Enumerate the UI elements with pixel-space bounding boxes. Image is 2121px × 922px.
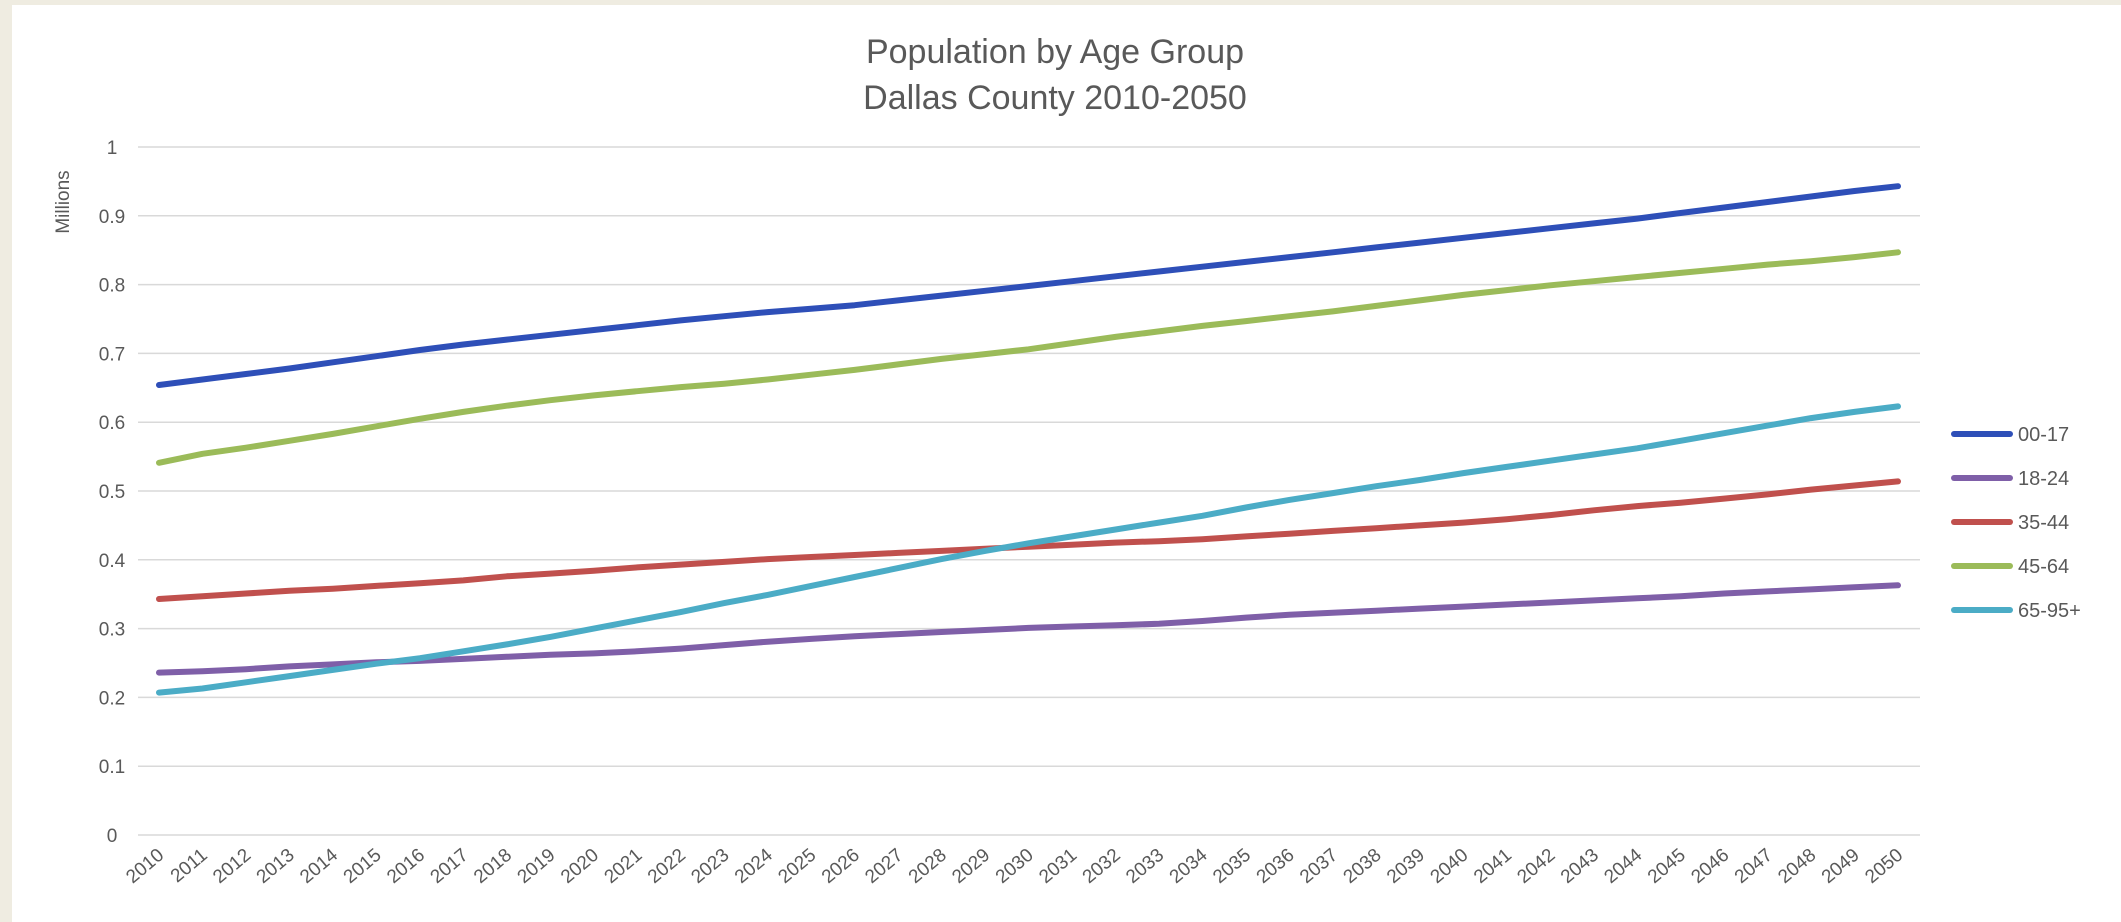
chart-title: Population by Age Group <box>866 33 1244 71</box>
x-tick-label: 2025 <box>774 845 820 888</box>
y-tick-label: 0.6 <box>99 413 125 434</box>
x-tick-label: 2011 <box>167 845 212 887</box>
x-tick-label: 2012 <box>209 845 255 888</box>
x-tick-label: 2032 <box>1079 845 1125 888</box>
chart-card: Population by Age Group Dallas County 20… <box>12 5 2121 922</box>
x-tick-label: 2045 <box>1644 845 1690 888</box>
x-tick-label: 2019 <box>514 845 560 888</box>
x-tick-label: 2017 <box>427 845 473 888</box>
legend-label: 65-95+ <box>2018 600 2081 622</box>
y-tick-label: 0.2 <box>99 688 125 709</box>
x-tick-label: 2033 <box>1122 845 1168 888</box>
series-line-18-24 <box>156 582 1901 676</box>
x-tick-label: 2022 <box>644 845 690 888</box>
x-tick-label: 2043 <box>1557 845 1603 888</box>
x-tick-label: 2013 <box>253 845 299 888</box>
chart-subtitle: Dallas County 2010-2050 <box>863 79 1247 117</box>
x-tick-label: 2047 <box>1731 845 1777 888</box>
x-tick-label: 2040 <box>1427 845 1473 888</box>
legend-item: 35-44 <box>1951 512 2069 534</box>
x-tick-label: 2039 <box>1383 845 1429 888</box>
x-tick-label: 2046 <box>1687 845 1733 888</box>
x-axis-ticks: 2010201120122013201420152016201720182019… <box>122 844 1907 888</box>
x-tick-label: 2015 <box>340 845 386 888</box>
y-tick-label: 0.1 <box>99 757 125 778</box>
x-tick-label: 2050 <box>1861 845 1907 888</box>
x-tick-label: 2044 <box>1600 844 1646 888</box>
x-tick-label: 2020 <box>557 845 603 888</box>
y-tick-label: 0.3 <box>99 620 125 641</box>
y-tick-label: 0.9 <box>99 207 125 228</box>
x-tick-label: 2031 <box>1035 845 1081 888</box>
x-tick-label: 2028 <box>905 845 951 888</box>
x-tick-label: 2035 <box>1209 845 1255 888</box>
y-tick-label: 1 <box>107 138 118 159</box>
x-tick-label: 2010 <box>122 845 168 888</box>
series-line-35-44 <box>156 478 1901 602</box>
x-tick-label: 2034 <box>1166 844 1212 888</box>
series-line-00-17 <box>156 183 1901 388</box>
legend-label: 45-64 <box>2018 556 2069 578</box>
x-tick-label: 2041 <box>1470 845 1516 888</box>
x-tick-label: 2029 <box>948 845 994 888</box>
legend-label: 18-24 <box>2018 468 2069 490</box>
x-tick-label: 2027 <box>861 845 907 888</box>
x-tick-label: 2042 <box>1514 845 1560 888</box>
x-tick-label: 2024 <box>731 844 777 888</box>
y-axis-label: Millions <box>53 170 74 233</box>
legend-item: 18-24 <box>1951 468 2069 490</box>
y-axis-ticks: 0 0.1 0.2 0.3 0.4 0.5 0.6 0.7 0.8 0.9 1 <box>99 138 126 847</box>
series-line-65-95+ <box>156 403 1901 696</box>
x-tick-label: 2037 <box>1296 845 1342 888</box>
x-tick-label: 2014 <box>296 844 342 888</box>
x-tick-label: 2030 <box>992 845 1038 888</box>
x-tick-label: 2021 <box>601 845 647 888</box>
y-tick-label: 0 <box>107 826 118 847</box>
legend-item: 00-17 <box>1951 424 2069 446</box>
series-lines <box>156 183 1901 696</box>
legend-label: 35-44 <box>2018 512 2069 534</box>
y-tick-label: 0.7 <box>99 344 125 365</box>
x-tick-label: 2016 <box>383 845 429 888</box>
x-tick-label: 2023 <box>688 845 734 888</box>
x-tick-label: 2049 <box>1818 845 1864 888</box>
series-line-45-64 <box>156 249 1901 466</box>
x-tick-label: 2026 <box>818 845 864 888</box>
x-tick-label: 2036 <box>1253 845 1299 888</box>
y-tick-label: 0.5 <box>99 482 125 503</box>
x-tick-label: 2018 <box>470 845 516 888</box>
legend-item: 65-95+ <box>1951 600 2081 622</box>
y-tick-label: 0.8 <box>99 276 125 297</box>
legend-item: 45-64 <box>1951 556 2069 578</box>
x-tick-label: 2038 <box>1340 845 1386 888</box>
line-chart: Population by Age Group Dallas County 20… <box>53 33 2081 888</box>
y-tick-label: 0.4 <box>99 551 126 572</box>
gridlines <box>138 146 1920 836</box>
legend: 00-17 18-24 35-44 45-64 65-95+ <box>1951 424 2081 622</box>
x-tick-label: 2048 <box>1774 845 1820 888</box>
legend-label: 00-17 <box>2018 424 2069 446</box>
